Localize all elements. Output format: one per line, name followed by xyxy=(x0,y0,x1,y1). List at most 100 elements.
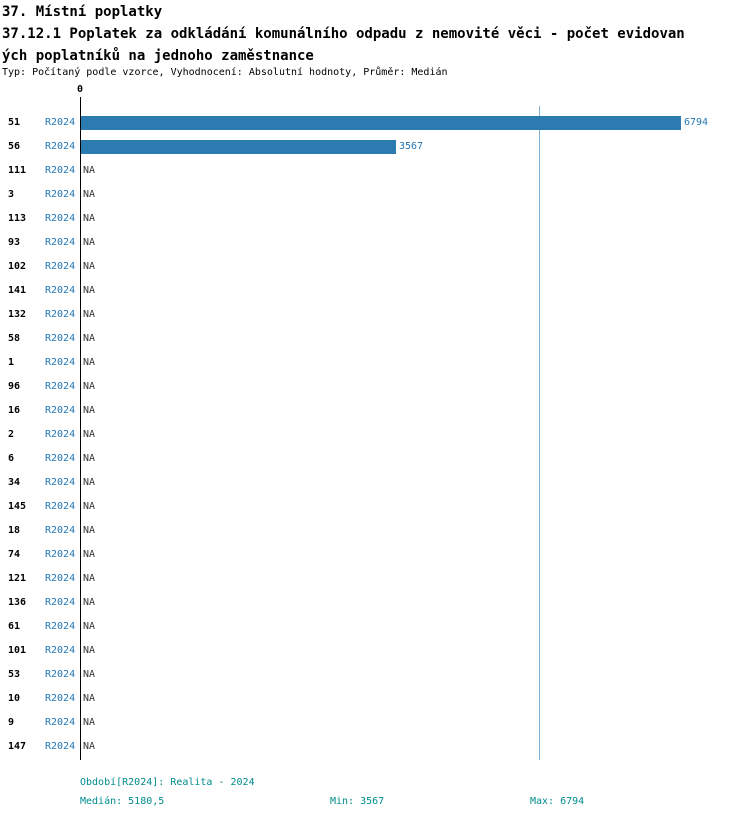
row-plot: NA xyxy=(81,687,95,711)
na-value-label: NA xyxy=(83,693,96,704)
chart-title-line1: 37.12.1 Poplatek za odkládání komunálníh… xyxy=(2,26,685,42)
median-stat: Medián: 5180,5 xyxy=(80,796,165,807)
chart-row: 96 R2024 NA xyxy=(0,375,750,399)
chart-row: 121 R2024 NA xyxy=(0,567,750,591)
bar-value-label: 6794 xyxy=(684,117,709,128)
na-value-label: NA xyxy=(83,165,96,176)
chart-row: 56 R2024 3567 xyxy=(0,135,750,159)
chart-row: 18 R2024 NA xyxy=(0,519,750,543)
row-plot: NA xyxy=(81,711,95,735)
na-value-label: NA xyxy=(83,261,96,272)
chart-row: 102 R2024 NA xyxy=(0,255,750,279)
row-period-label: R2024 xyxy=(45,693,76,704)
row-plot: NA xyxy=(81,327,95,351)
row-plot: NA xyxy=(81,471,95,495)
chart-row: 145 R2024 NA xyxy=(0,495,750,519)
chart-row: 113 R2024 NA xyxy=(0,207,750,231)
row-category-label: 6 xyxy=(8,453,15,464)
row-category-label: 10 xyxy=(8,693,21,704)
na-value-label: NA xyxy=(83,213,96,224)
row-category-label: 141 xyxy=(8,285,27,296)
page-title: 37. Místní poplatky xyxy=(2,4,163,20)
na-value-label: NA xyxy=(83,669,96,680)
row-period-label: R2024 xyxy=(45,309,76,320)
na-value-label: NA xyxy=(83,405,96,416)
chart-row: 51 R2024 6794 xyxy=(0,111,750,135)
row-category-label: 147 xyxy=(8,741,27,752)
row-period-label: R2024 xyxy=(45,261,76,272)
value-bar xyxy=(81,116,681,130)
chart-row: 101 R2024 NA xyxy=(0,639,750,663)
chart-row: 6 R2024 NA xyxy=(0,447,750,471)
chart-row: 136 R2024 NA xyxy=(0,591,750,615)
na-value-label: NA xyxy=(83,477,96,488)
row-period-label: R2024 xyxy=(45,381,76,392)
max-stat: Max: 6794 xyxy=(530,796,585,807)
na-value-label: NA xyxy=(83,597,96,608)
bar-chart: 0 51 R2024 6794 56 R2024 3567 111 R2024 NA 3 R2024… xyxy=(0,84,750,766)
row-period-label: R2024 xyxy=(45,189,76,200)
row-category-label: 56 xyxy=(8,141,21,152)
row-plot: 6794 xyxy=(81,111,708,135)
row-period-label: R2024 xyxy=(45,573,76,584)
row-category-label: 136 xyxy=(8,597,27,608)
period-label: Období[R2024]: Realita - 2024 xyxy=(80,777,255,788)
na-value-label: NA xyxy=(83,621,96,632)
row-plot: NA xyxy=(81,567,95,591)
row-category-label: 101 xyxy=(8,645,27,656)
row-category-label: 74 xyxy=(8,549,21,560)
row-category-label: 132 xyxy=(8,309,27,320)
na-value-label: NA xyxy=(83,525,96,536)
row-category-label: 96 xyxy=(8,381,21,392)
row-category-label: 16 xyxy=(8,405,21,416)
row-category-label: 2 xyxy=(8,429,15,440)
row-period-label: R2024 xyxy=(45,141,76,152)
row-period-label: R2024 xyxy=(45,645,76,656)
chart-row: 111 R2024 NA xyxy=(0,159,750,183)
row-category-label: 51 xyxy=(8,117,21,128)
median-reference-line xyxy=(539,106,540,760)
na-value-label: NA xyxy=(83,237,96,248)
row-plot: NA xyxy=(81,183,95,207)
chart-row: 34 R2024 NA xyxy=(0,471,750,495)
row-period-label: R2024 xyxy=(45,741,76,752)
min-stat: Min: 3567 xyxy=(330,796,385,807)
chart-row: 53 R2024 NA xyxy=(0,663,750,687)
chart-row: 74 R2024 NA xyxy=(0,543,750,567)
row-category-label: 145 xyxy=(8,501,27,512)
row-period-label: R2024 xyxy=(45,333,76,344)
chart-rows: 51 R2024 6794 56 R2024 3567 111 R2024 NA 3 R2024 NA… xyxy=(0,111,750,759)
row-period-label: R2024 xyxy=(45,477,76,488)
row-period-label: R2024 xyxy=(45,357,76,368)
chart-row: 93 R2024 NA xyxy=(0,231,750,255)
chart-row: 61 R2024 NA xyxy=(0,615,750,639)
row-plot: NA xyxy=(81,279,95,303)
row-plot: NA xyxy=(81,423,95,447)
row-plot: NA xyxy=(81,447,95,471)
row-period-label: R2024 xyxy=(45,165,76,176)
row-plot: NA xyxy=(81,735,95,759)
row-period-label: R2024 xyxy=(45,237,76,248)
row-category-label: 121 xyxy=(8,573,27,584)
row-plot: NA xyxy=(81,591,95,615)
row-plot: NA xyxy=(81,615,95,639)
na-value-label: NA xyxy=(83,645,96,656)
row-period-label: R2024 xyxy=(45,213,76,224)
row-period-label: R2024 xyxy=(45,717,76,728)
row-plot: NA xyxy=(81,207,95,231)
row-category-label: 93 xyxy=(8,237,21,248)
row-plot: 3567 xyxy=(81,135,423,159)
na-value-label: NA xyxy=(83,549,96,560)
row-category-label: 34 xyxy=(8,477,21,488)
chart-row: 9 R2024 NA xyxy=(0,711,750,735)
chart-title-line2: ých poplatníků na jednoho zaměstnance xyxy=(2,48,314,64)
row-period-label: R2024 xyxy=(45,525,76,536)
row-category-label: 111 xyxy=(8,165,27,176)
row-period-label: R2024 xyxy=(45,429,76,440)
chart-row: 10 R2024 NA xyxy=(0,687,750,711)
row-period-label: R2024 xyxy=(45,285,76,296)
row-plot: NA xyxy=(81,543,95,567)
chart-row: 132 R2024 NA xyxy=(0,303,750,327)
chart-row: 1 R2024 NA xyxy=(0,351,750,375)
